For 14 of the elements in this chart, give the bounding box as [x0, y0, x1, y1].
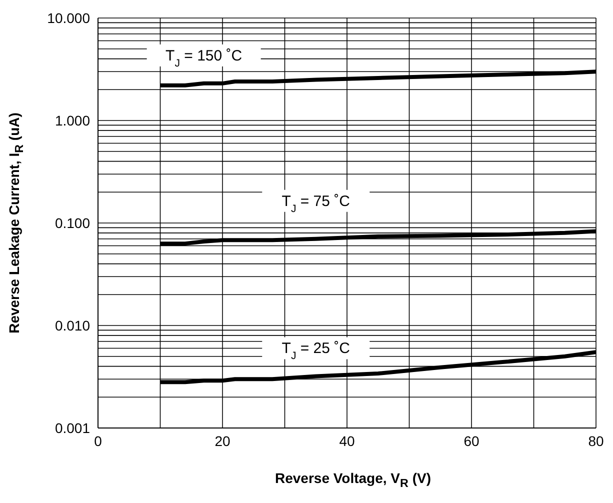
x-tick-label: 80 — [588, 432, 604, 449]
y-tick-label: 0.001 — [54, 420, 90, 436]
y-tick-label: 1.000 — [54, 112, 90, 128]
series-label: T$_{J}$ = 25 ˚C — [282, 340, 350, 362]
x-tick-label: 60 — [464, 432, 480, 449]
x-tick-label: 20 — [214, 432, 230, 449]
y-tick-label: 0.100 — [54, 214, 90, 231]
series-label: T$_{J}$ = 150 ˚C — [166, 47, 242, 70]
x-tick-label: 0 — [94, 432, 102, 449]
y-tick-label: 0.010 — [54, 317, 90, 334]
x-axis-title: Reverse Voltage, V$_{R}$ (V) — [274, 470, 432, 490]
x-tick-label: 40 — [339, 432, 355, 449]
y-tick-label: 10.000 — [47, 10, 90, 26]
series-label: T$_{J}$ = 75 ˚C — [282, 192, 350, 215]
